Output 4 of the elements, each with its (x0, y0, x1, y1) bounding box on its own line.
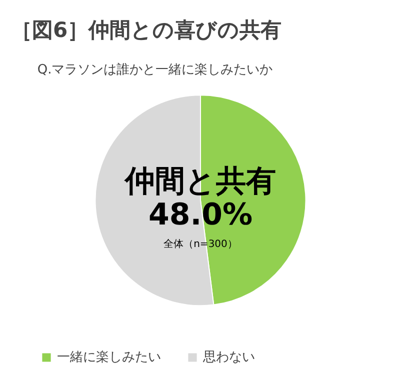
legend-label: 一緒に楽しみたい (57, 349, 161, 366)
legend-label: 思わない (203, 349, 255, 366)
chart-subtitle: Q.マラソンは誰かと一緒に楽しみたいか (37, 62, 273, 78)
chart-title: ［図6］仲間との喜びの共有 (11, 18, 282, 42)
